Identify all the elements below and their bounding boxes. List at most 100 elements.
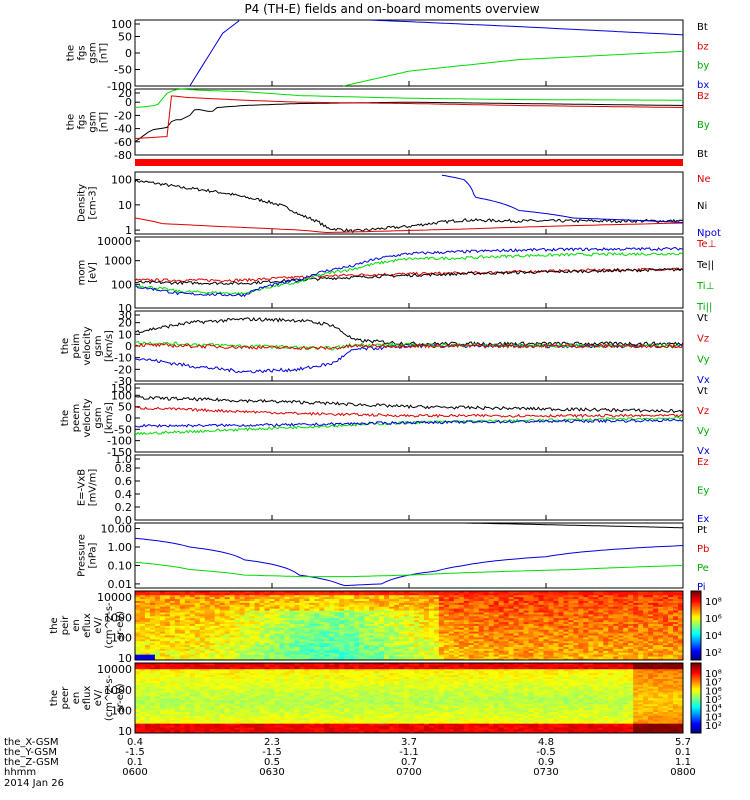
heatmap-cell (139, 727, 146, 730)
heatmap-cell (239, 638, 245, 642)
heatmap-cell (229, 621, 236, 624)
heatmap-cell (638, 596, 644, 600)
heatmap-cell (324, 642, 330, 646)
heatmap-cell (643, 598, 649, 601)
heatmap-cell (179, 654, 186, 657)
y-tick-label: 10 (118, 199, 132, 212)
heatmap-cell (613, 652, 619, 655)
heatmap-cell (493, 654, 500, 657)
heatmap-cell (214, 592, 221, 596)
heatmap-cell (194, 654, 201, 657)
heatmap-cell (643, 627, 649, 630)
heatmap-cell (324, 602, 330, 605)
heatmap-cell (508, 608, 515, 611)
heatmap-cell (598, 646, 604, 649)
heatmap-cell (144, 670, 151, 674)
heatmap-cell (154, 610, 161, 613)
heatmap-cell (349, 637, 355, 640)
heatmap-cell (608, 608, 614, 611)
heatmap-cell (169, 663, 176, 666)
heatmap-cell (214, 625, 221, 628)
heatmap-cell (149, 598, 156, 601)
heatmap-cell (159, 594, 166, 598)
heatmap-cell (354, 658, 360, 661)
heatmap-cell (319, 621, 325, 624)
heatmap-cell (389, 640, 395, 644)
heatmap-cell (349, 652, 355, 655)
heatmap-cell (299, 619, 305, 623)
heatmap-cell (513, 638, 519, 642)
heatmap-cell (423, 619, 430, 623)
heatmap-cell (194, 635, 201, 638)
heatmap-cell (483, 650, 490, 653)
heatmap-cell (274, 658, 280, 661)
heatmap-cell (214, 635, 221, 638)
heatmap-cell (548, 627, 554, 630)
heatmap-cell (384, 654, 390, 657)
heatmap-cell (169, 610, 176, 613)
heatmap-cell (204, 694, 211, 697)
heatmap-cell (179, 707, 186, 711)
heatmap-cell (379, 652, 385, 655)
heatmap-cell (658, 606, 664, 609)
heatmap-cells (135, 591, 684, 661)
heatmap-cell (319, 598, 325, 601)
heatmap-cell (219, 699, 226, 703)
colorbar-step (691, 603, 701, 606)
heatmap-cell (254, 604, 260, 607)
heatmap-cell (603, 619, 609, 623)
heatmap-cell (339, 596, 345, 600)
heatmap-cell (354, 652, 360, 655)
heatmap-cell (164, 678, 171, 681)
heatmap-cell (369, 646, 375, 649)
heatmap-cell (199, 591, 206, 594)
heatmap-cell (189, 721, 196, 724)
heatmap-cell (224, 709, 231, 713)
heatmap-cell (369, 654, 375, 657)
heatmap-cell (244, 594, 250, 598)
heatmap-cell (404, 594, 410, 598)
heatmap-cell (159, 621, 166, 624)
heatmap-cell (214, 711, 221, 714)
heatmap-cell (658, 646, 664, 649)
heatmap-cell (458, 648, 465, 651)
heatmap-cell (239, 658, 245, 661)
heatmap-cell (144, 631, 151, 634)
heatmap-cell (164, 698, 171, 701)
heatmap-cell (473, 658, 480, 661)
heatmap-cell (413, 656, 420, 659)
heatmap-cell (194, 608, 201, 611)
heatmap-cell (663, 608, 669, 611)
heatmap-cell (598, 623, 604, 626)
heatmap-cell (229, 619, 236, 623)
heatmap-cell (633, 594, 639, 598)
heatmap-cell (154, 705, 161, 709)
heatmap-cell (618, 606, 624, 609)
heatmap-cell (344, 646, 350, 649)
heatmap-cell (598, 642, 604, 646)
heatmap-cell (653, 652, 659, 655)
y-axis-label: fgs (77, 114, 88, 129)
heatmap-cell (284, 602, 290, 605)
heatmap-cell (448, 637, 455, 640)
heatmap-cell (224, 658, 231, 661)
heatmap-cell (503, 638, 510, 642)
heatmap-cell (513, 652, 519, 655)
heatmap-cell (483, 608, 490, 611)
heatmap-cell (334, 621, 340, 624)
heatmap-cell (374, 615, 380, 619)
heatmap-cell (453, 602, 460, 605)
heatmap-cell (523, 596, 529, 600)
heatmap-cell (608, 619, 614, 623)
heatmap-cell (663, 612, 669, 615)
heatmap-cell (174, 705, 181, 709)
heatmap-cell (638, 619, 644, 623)
heatmap-cell (573, 637, 579, 640)
heatmap-cell (488, 608, 495, 611)
heatmap-cell (279, 623, 285, 626)
heatmap-cell (299, 602, 305, 605)
heatmap-cell (229, 592, 236, 596)
heatmap-cell (523, 635, 529, 638)
heatmap-cell (668, 615, 674, 619)
